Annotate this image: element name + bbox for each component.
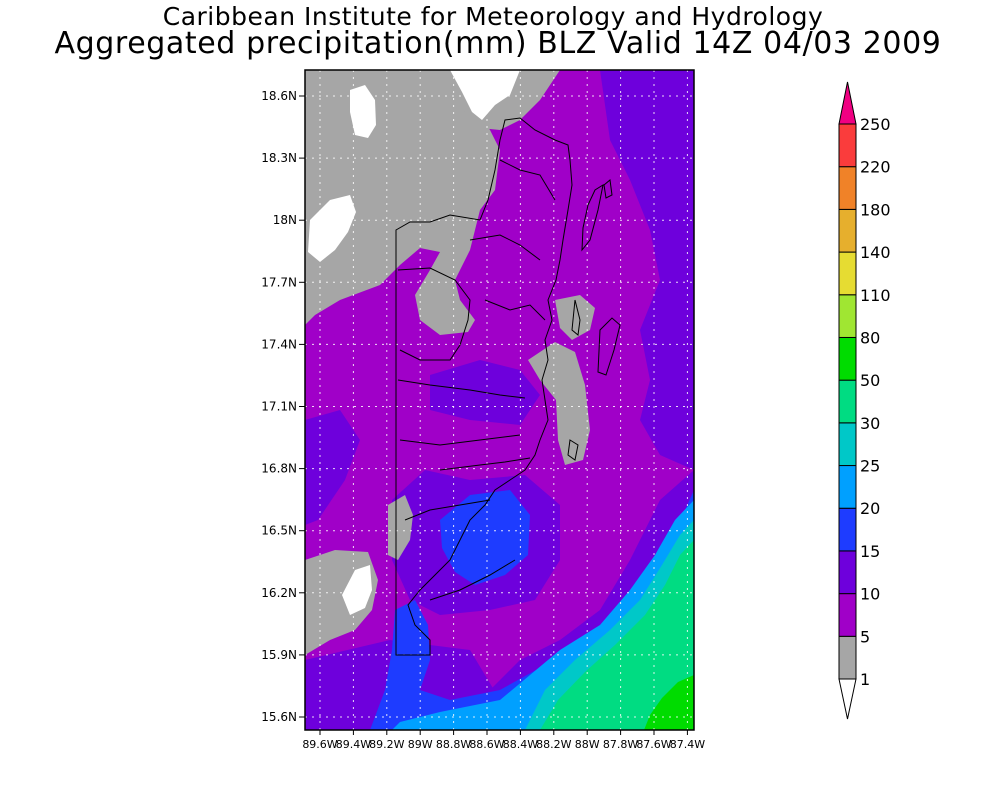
lat-tick-label: 17.4N (261, 337, 297, 351)
lon-tick-label: 88.6W (469, 738, 504, 751)
colorbar-level-label: 1 (860, 670, 870, 689)
colorbar-level-label: 25 (860, 457, 880, 476)
colorbar-level-label: 15 (860, 542, 880, 561)
colorbar-level-label: 140 (860, 243, 891, 262)
colorbar-swatch (838, 208, 857, 253)
lat-tick-label: 16.5N (261, 524, 297, 538)
colorbar-swatch (838, 123, 857, 168)
lon-tick-label: 87.8W (603, 738, 638, 751)
lon-tick-label: 88W (575, 738, 600, 751)
colorbar-swatch (838, 465, 857, 509)
colorbar-level-label: 110 (860, 286, 891, 305)
colorbar-level-label: 80 (860, 328, 880, 347)
map-frame (304, 69, 695, 731)
lon-tick-label: 87.4W (670, 738, 705, 751)
colorbar-level-label: 20 (860, 499, 880, 518)
precip-field (305, 70, 694, 730)
lon-tick-label: 89W (408, 738, 433, 751)
lat-tick-label: 15.9N (261, 648, 297, 662)
colorbar-swatch (838, 507, 857, 552)
coastline-outline (395, 117, 621, 656)
lon-tick-label: 88.4W (503, 738, 538, 751)
lat-tick-label: 17.1N (261, 400, 297, 414)
colorbar-swatch (838, 593, 857, 637)
colorbar-low-triangle (838, 678, 857, 720)
lat-tick-label: 16.2N (261, 586, 297, 600)
colorbar-high-triangle (838, 81, 857, 125)
colorbar-level-label: 250 (860, 115, 891, 134)
lat-tick-label: 16.8N (261, 462, 297, 476)
lon-tick-label: 89.4W (336, 738, 371, 751)
lat-tick-label: 15.6N (261, 710, 297, 724)
colorbar-swatch (838, 550, 857, 595)
colorbar-swatch (838, 251, 857, 296)
colorbar-level-label: 220 (860, 158, 891, 177)
colorbar-swatch (838, 336, 857, 381)
lon-tick-label: 89.6W (302, 738, 337, 751)
lon-tick-label: 88.2W (536, 738, 571, 751)
colorbar-level-label: 180 (860, 200, 891, 219)
colorbar-swatch (838, 294, 857, 338)
lon-tick-label: 87.6W (636, 738, 671, 751)
colorbar-level-label: 50 (860, 371, 880, 390)
chart-title: Caribbean Institute for Meteorology and … (162, 2, 824, 31)
colorbar-level-label: 30 (860, 414, 880, 433)
latitude-axis: 18.6N 18.3N 18N 17.7N 17.4N 17.1N 16.8N 16.5N 16… (261, 89, 305, 724)
colorbar-swatch (838, 422, 857, 467)
lat-tick-label: 17.7N (261, 275, 297, 289)
lon-tick-label: 88.8W (436, 738, 471, 751)
lat-tick-label: 18.6N (261, 89, 297, 103)
colorbar-swatch (838, 166, 857, 210)
colorbar-level-label: 10 (860, 585, 880, 604)
colorbar-swatch (838, 379, 857, 424)
map-gridlines (305, 70, 694, 730)
lon-tick-label: 89.2W (369, 738, 404, 751)
colorbar-level-label: 5 (860, 627, 870, 646)
colorbar-swatch (838, 635, 857, 680)
lat-tick-label: 18N (273, 213, 297, 227)
lat-tick-label: 18.3N (261, 151, 297, 165)
chart-subtitle: Aggregated precipitation(mm) BLZ Valid 1… (54, 26, 942, 61)
